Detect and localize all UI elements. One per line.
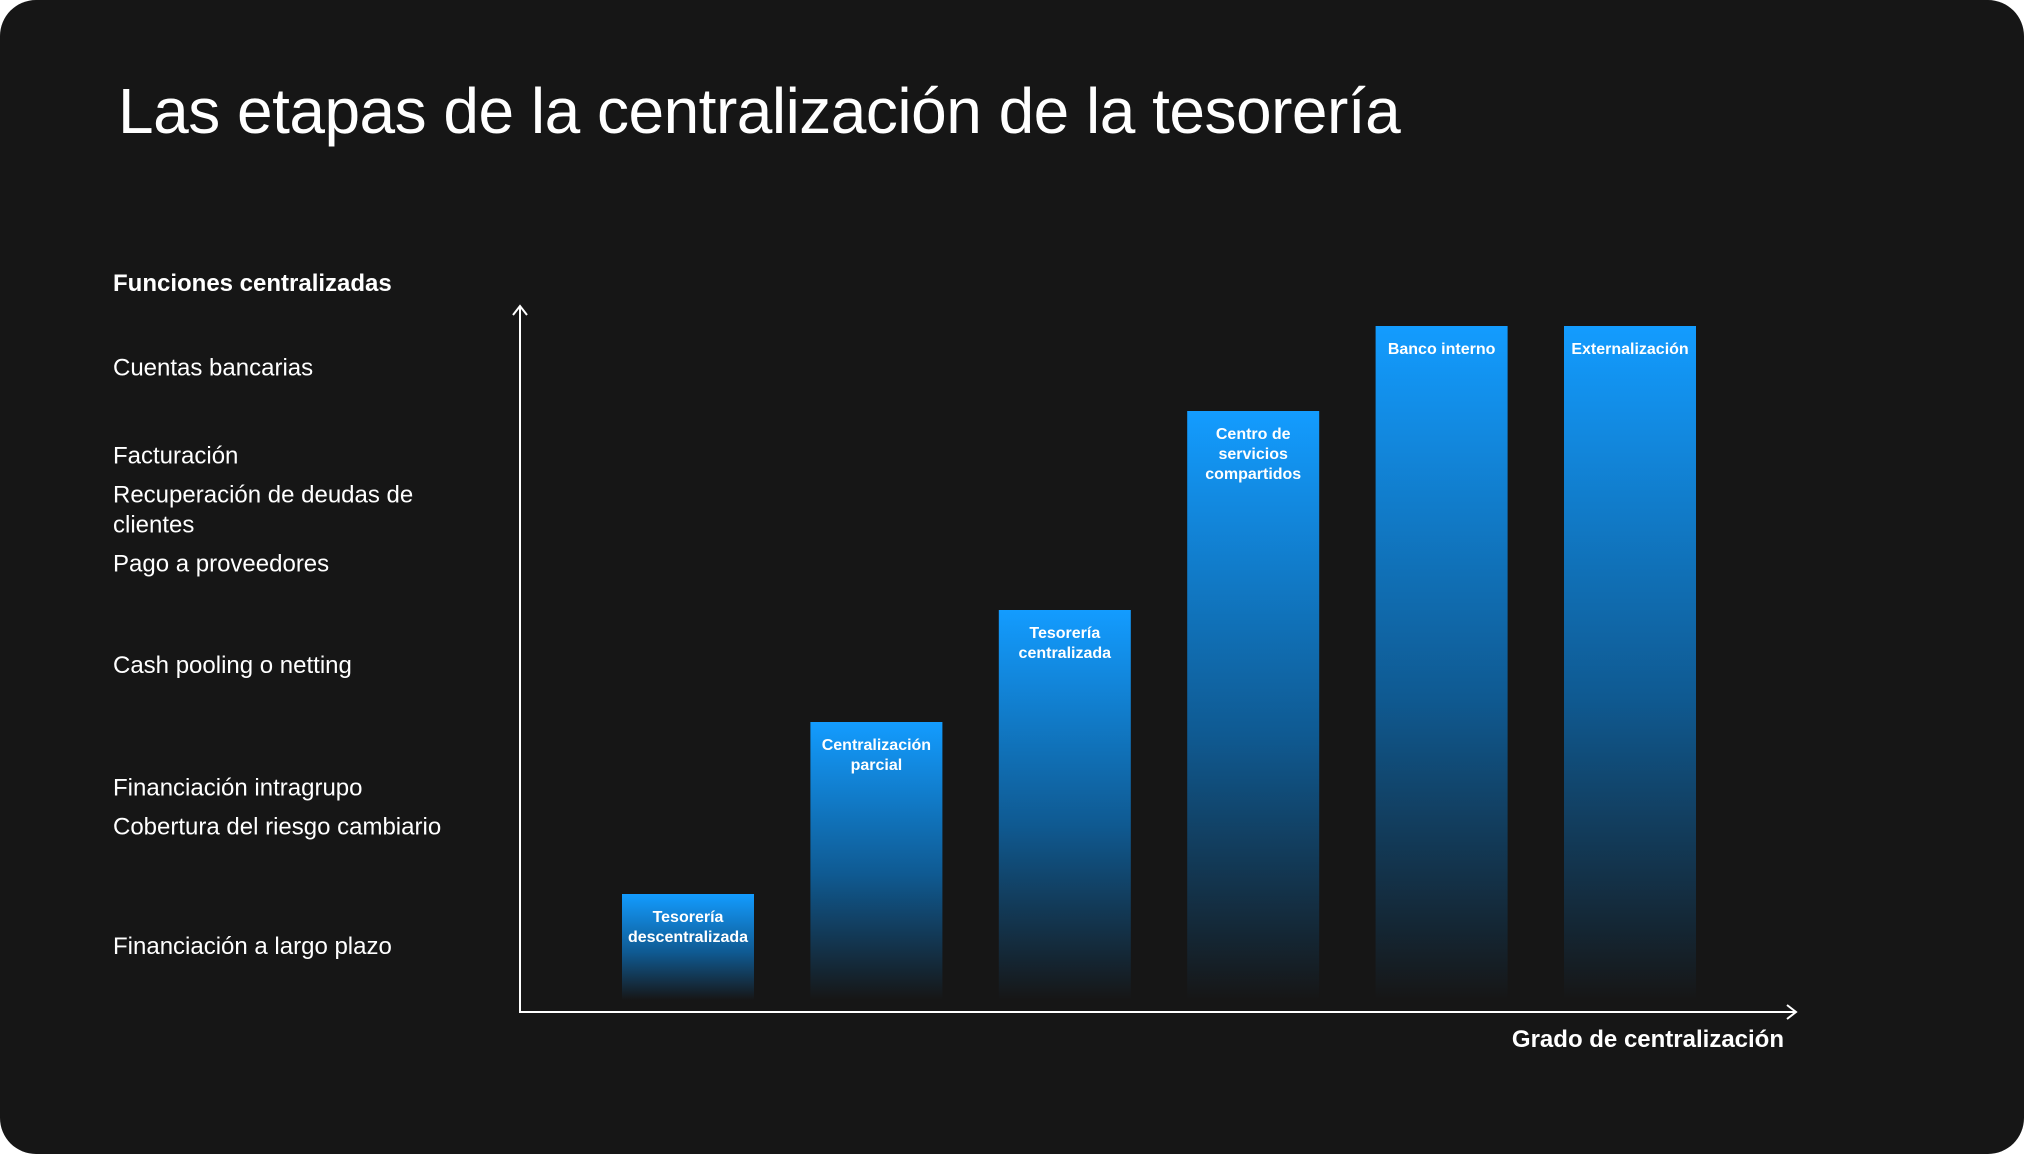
- bar: [810, 722, 943, 1000]
- page-title: Las etapas de la centralización de la te…: [118, 75, 1401, 147]
- bar-label: Banco interno: [1388, 341, 1496, 358]
- bar-group: Tesorería descentralizada: [622, 894, 754, 1000]
- bar-label-line: descentralizada: [628, 929, 748, 946]
- bar: [1187, 411, 1320, 1000]
- bar-label-line: parcial: [851, 757, 903, 774]
- bar: [1564, 326, 1696, 1000]
- axes: [512, 304, 1798, 1020]
- function-label: Cuentas bancarias: [113, 355, 313, 382]
- function-label-line: Cash pooling o netting: [113, 652, 352, 679]
- bar-label-line: compartidos: [1205, 466, 1301, 483]
- function-label: Cash pooling o netting: [113, 652, 352, 679]
- x-axis-label: Grado de centralización: [1511, 1026, 1784, 1053]
- function-label-line: Recuperación de deudas de: [113, 482, 413, 509]
- bar-label: Tesorería centralizada: [1019, 625, 1112, 662]
- y-axis-arrowhead: [512, 304, 528, 316]
- y-axis-label: Funciones centralizadas: [113, 270, 392, 297]
- function-label: Financiación a largo plazo: [113, 933, 392, 960]
- bar-group: Externalización: [1564, 326, 1696, 1000]
- x-axis-arrowhead: [1786, 1004, 1798, 1020]
- bar: [998, 610, 1131, 1000]
- bar-label-line: centralizada: [1019, 645, 1112, 662]
- bar-group: Centro de servicios compartidos: [1187, 411, 1320, 1000]
- bar-label: Centro de servicios compartidos: [1205, 426, 1301, 483]
- bar-group: Banco interno: [1375, 326, 1508, 1000]
- bar-label-line: servicios: [1219, 446, 1288, 463]
- function-label-line: Financiación a largo plazo: [113, 933, 392, 960]
- bar: [622, 894, 754, 1000]
- bars: Tesorería descentralizada Centralización pa…: [622, 326, 1696, 1000]
- function-label-line: Cuentas bancarias: [113, 355, 313, 382]
- function-label-line: Cobertura del riesgo cambiario: [113, 814, 441, 841]
- function-label: Financiación intragrupo: [113, 775, 362, 802]
- function-label-line: Financiación intragrupo: [113, 775, 362, 802]
- bar-label-line: Tesorería: [1029, 625, 1100, 642]
- bar: [1375, 326, 1508, 1000]
- bar-label: Centralización parcial: [822, 737, 931, 774]
- function-label: Recuperación de deudas de clientes: [113, 482, 413, 539]
- function-labels: Financiación a largo plazo Financiación i…: [113, 355, 441, 961]
- bar-group: Tesorería centralizada: [998, 610, 1131, 1000]
- bar-label-line: Centro de: [1216, 426, 1291, 443]
- function-label-line: clientes: [113, 512, 194, 539]
- function-label-line: Facturación: [113, 443, 238, 470]
- bar-label-line: Centralización: [822, 737, 931, 754]
- bar-label-line: Banco interno: [1388, 341, 1496, 358]
- bar-label: Externalización: [1571, 341, 1688, 358]
- bar-label-line: Externalización: [1571, 341, 1688, 358]
- function-label-line: Pago a proveedores: [113, 551, 329, 578]
- function-label: Pago a proveedores: [113, 551, 329, 578]
- function-label: Facturación: [113, 443, 238, 470]
- bar-label: Tesorería descentralizada: [628, 909, 748, 946]
- bar-group: Centralización parcial: [810, 722, 943, 1000]
- function-label: Cobertura del riesgo cambiario: [113, 814, 441, 841]
- bar-label-line: Tesorería: [653, 909, 724, 926]
